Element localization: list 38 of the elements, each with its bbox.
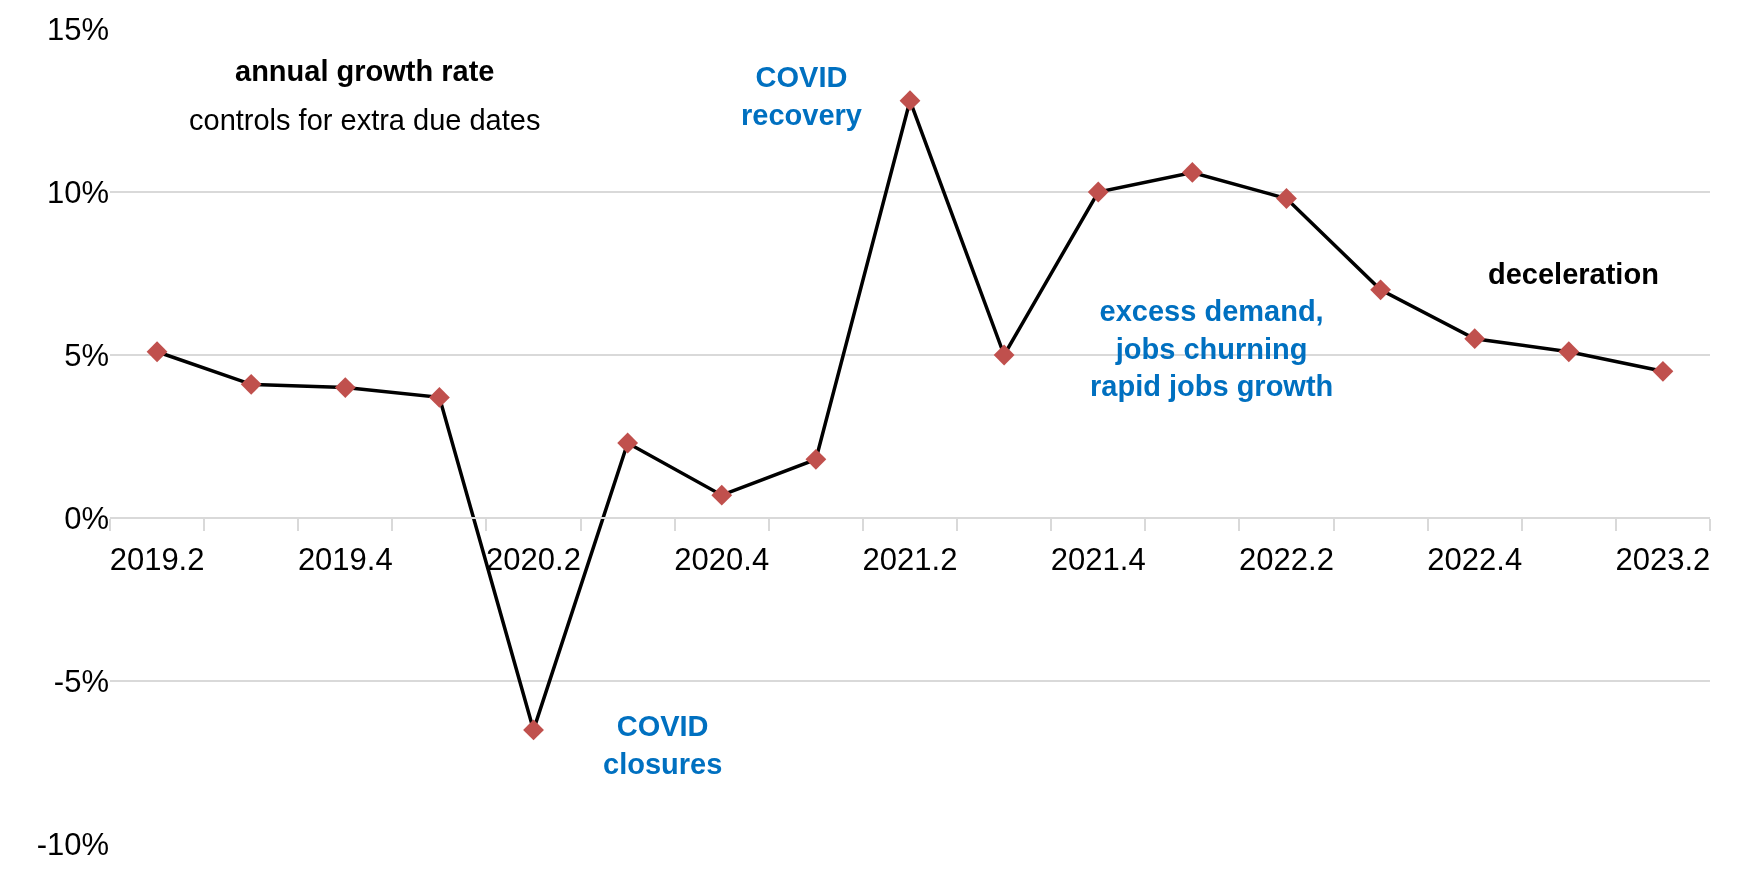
x-tick-label: 2021.2 [862,542,958,578]
annotation: controls for extra due dates [189,104,541,136]
point [1181,162,1203,183]
point [1652,360,1674,382]
annotation: annual growth rate [235,55,495,87]
point [523,719,544,741]
y-tick-label: 10% [46,174,109,210]
point [146,341,168,363]
point [805,448,827,470]
y-tick-label: 5% [64,337,109,373]
x-tick-label: 2022.4 [1427,542,1523,578]
y-tick-label: 15% [46,11,109,47]
x-tick-label: 2019.2 [109,542,205,578]
point [1276,188,1297,209]
point [1370,279,1391,301]
annotation: excess demand, jobs churning rapid jobs growth [1090,295,1334,403]
point [429,386,450,408]
point [711,484,733,506]
x-tick-label: 2020.4 [674,542,770,578]
point [899,90,921,112]
annotation: COVID recovery [741,61,862,131]
point [334,377,356,398]
y-tick-label: 0% [64,500,109,536]
point [1087,181,1109,203]
x-tick-label: 2023.2 [1615,542,1711,578]
point [240,373,262,395]
annotation: deceleration [1488,258,1659,290]
point [993,344,1015,366]
point [1464,328,1486,350]
point [1558,341,1580,363]
point [617,432,639,454]
annotation: COVID closures [603,710,723,780]
x-tick-label: 2019.4 [297,542,393,578]
x-tick-label: 2022.2 [1239,542,1334,578]
y-tick-label: -10% [36,826,109,862]
x-tick-label: 2020.2 [486,542,581,578]
y-tick-label: -5% [53,663,109,699]
x-tick-label: 2021.4 [1050,542,1146,578]
